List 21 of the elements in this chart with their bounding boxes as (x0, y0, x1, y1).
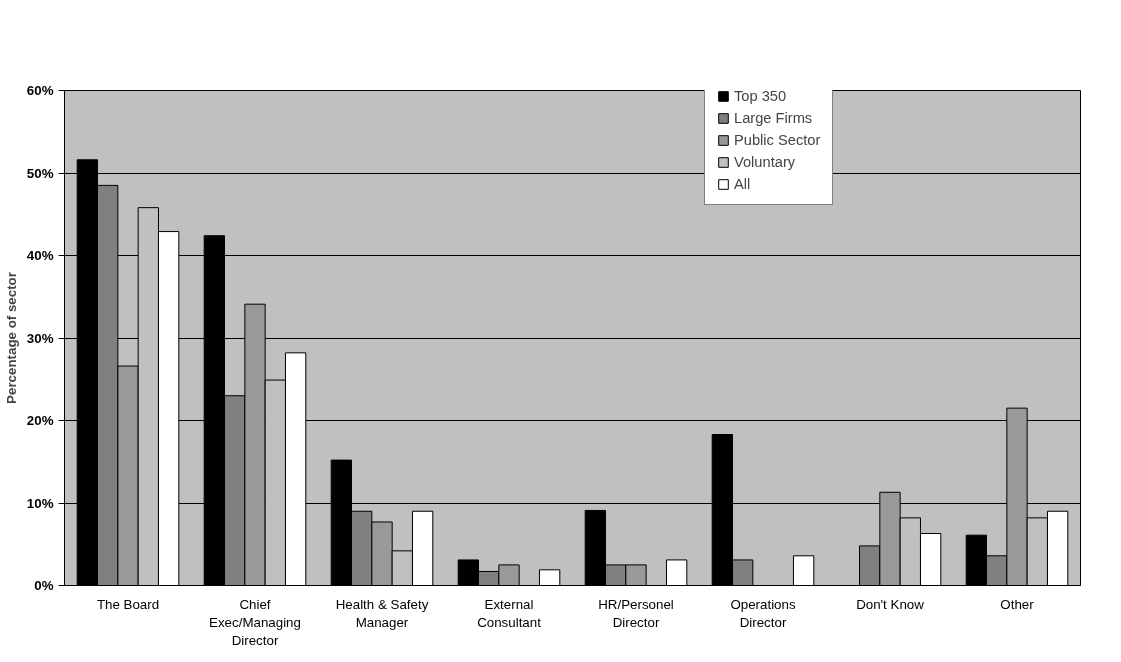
legend-label: All (734, 176, 752, 192)
legend-label: Voluntary (734, 154, 796, 170)
y-tick-label: 20% (26, 413, 54, 428)
x-tick-label: Chief Exec/Managing Director (209, 596, 301, 648)
legend-label: Public Sector (734, 132, 821, 148)
x-tick-label: Don't Know (856, 596, 925, 612)
y-tick-label: 0% (34, 578, 54, 593)
y-axis-title: Percentage of sector (3, 272, 19, 404)
x-tick-label: Other (1000, 596, 1035, 612)
y-tick-label: 10% (26, 495, 54, 511)
y-tick-label: 40% (26, 248, 54, 263)
x-tick-label: Health & Safety Manager (335, 596, 429, 630)
x-tick-label: HR/Personel Director (598, 596, 674, 630)
x-tick-label: The Board (96, 596, 160, 612)
legend-label: Top 350 (734, 89, 787, 104)
legend-label: Large Firms (734, 110, 813, 126)
x-tick-label: External Consultant (477, 596, 542, 630)
y-tick-label: 30% (26, 330, 54, 346)
y-tick-label: 50% (26, 165, 54, 181)
y-tick-label: 60% (26, 83, 54, 98)
x-tick-label: Operations Director (730, 596, 796, 630)
